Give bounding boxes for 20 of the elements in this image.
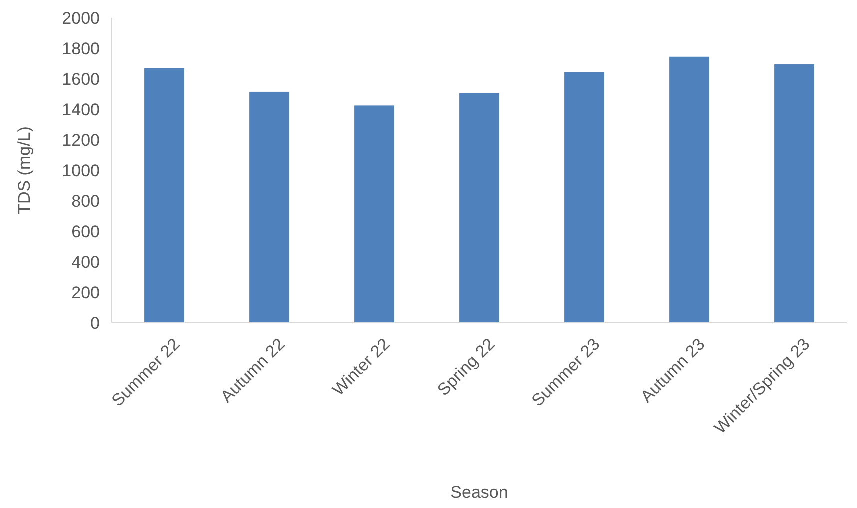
bar (250, 92, 290, 323)
bar (564, 72, 604, 323)
y-tick-label: 200 (72, 283, 100, 302)
x-axis-title: Season (450, 483, 508, 502)
bar (670, 56, 710, 323)
y-tick-label: 0 (90, 314, 100, 333)
y-tick-label: 1000 (62, 161, 100, 180)
y-tick-label: 2000 (62, 8, 100, 28)
y-tick-label: 1400 (62, 100, 100, 120)
bar (460, 93, 500, 323)
y-tick-label: 800 (72, 192, 100, 211)
y-tick-label: 1600 (62, 70, 100, 89)
bar (144, 68, 184, 323)
bar (774, 64, 814, 323)
y-tick-label: 400 (72, 252, 100, 272)
bar (354, 106, 394, 323)
y-tick-label: 1800 (62, 39, 100, 58)
y-tick-label: 600 (72, 222, 100, 242)
y-axis-title: TDS (mg/L) (15, 126, 34, 214)
y-tick-label: 1200 (62, 130, 100, 150)
